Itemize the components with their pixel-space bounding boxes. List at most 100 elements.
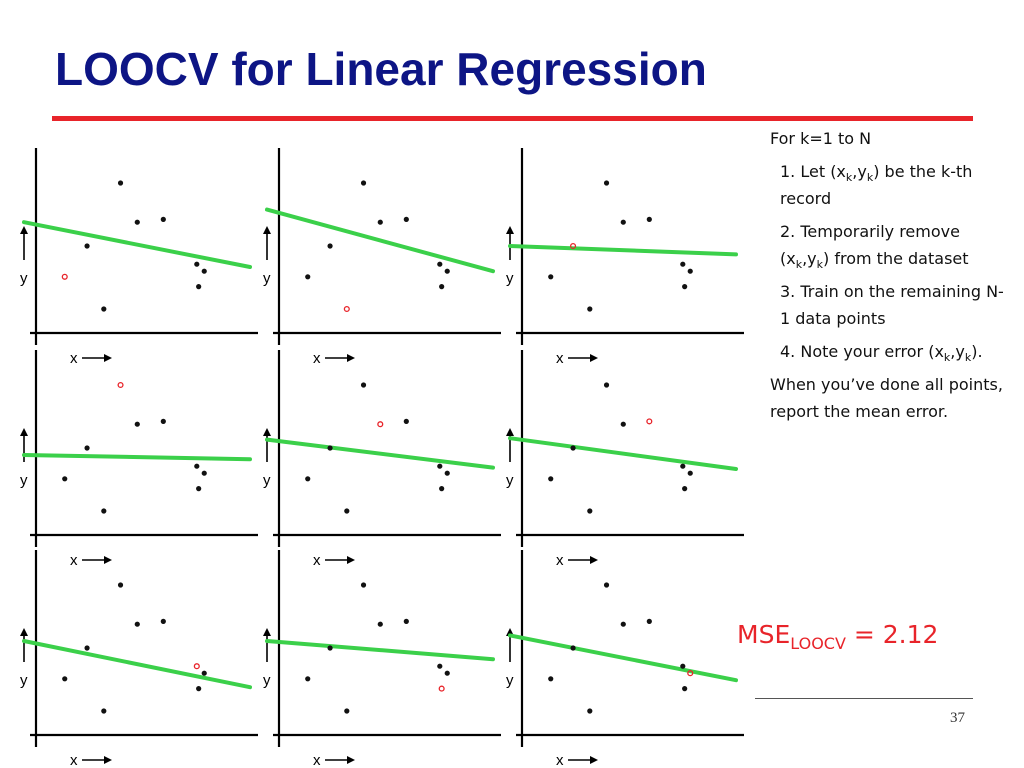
data-point [344, 708, 350, 714]
data-point [403, 618, 409, 625]
y-axis-label: y [20, 472, 28, 489]
held-out-point [687, 670, 694, 677]
data-point [160, 216, 166, 222]
step-4-mid: ,y [950, 342, 965, 361]
regression-line [265, 207, 495, 274]
data-point [305, 476, 311, 482]
loocv-panel-7: yx [20, 550, 258, 768]
mse-label: MSE [737, 620, 791, 649]
regression-line [508, 244, 738, 257]
x-axis-label: x [70, 752, 78, 768]
steps-outro: When you’ve done all points, report the … [770, 375, 1003, 421]
step-1-sub-2: k [866, 171, 874, 184]
data-point [687, 268, 693, 274]
step-2-sub-2: k [816, 258, 824, 271]
data-point [327, 445, 333, 451]
y-axis-label: y [506, 672, 514, 689]
data-point [570, 645, 576, 651]
loocv-panel-6: yx [506, 350, 744, 569]
data-point [437, 261, 443, 267]
data-point [437, 663, 443, 669]
x-arrow-head [347, 354, 355, 362]
mse-subscript: LOOCV [790, 634, 846, 653]
data-point [327, 243, 333, 249]
data-point [587, 306, 593, 312]
y-axis-label: y [263, 270, 271, 287]
held-out-point [570, 242, 577, 250]
data-point [444, 470, 450, 476]
data-point [437, 463, 443, 469]
data-point [377, 621, 383, 627]
data-point [680, 663, 686, 669]
y-axis-label: y [263, 672, 271, 689]
data-point [196, 486, 202, 492]
data-point [196, 686, 202, 692]
regression-line [265, 437, 495, 470]
data-point [603, 582, 610, 588]
held-out-point [646, 418, 653, 425]
data-point [680, 463, 686, 469]
data-point [84, 645, 90, 651]
data-point [603, 382, 610, 388]
step-4: 4. Note your error (xk,yk). [770, 338, 1010, 365]
x-axis-label: x [556, 752, 564, 768]
y-arrow-head [506, 428, 514, 436]
data-point [620, 421, 626, 427]
data-point [587, 508, 593, 514]
x-axis-label: x [556, 350, 564, 367]
data-point [439, 284, 445, 290]
data-point [360, 382, 367, 388]
step-2: 2. Temporarily remove (xk,yk) from the d… [770, 218, 1010, 272]
step-4-sub-2: k [964, 351, 972, 364]
loocv-panel-5: yx [263, 350, 501, 569]
x-arrow-head [104, 756, 112, 764]
data-point [587, 708, 593, 714]
held-out-point [377, 421, 384, 428]
x-arrow-head [590, 756, 598, 764]
data-point [439, 486, 445, 492]
data-point [548, 476, 554, 482]
data-point [196, 284, 202, 290]
x-axis-label: x [313, 552, 321, 569]
data-point [84, 445, 90, 451]
x-arrow-head [347, 756, 355, 764]
data-point [194, 463, 200, 469]
data-point [305, 274, 311, 280]
step-1-sub-1: k [845, 171, 853, 184]
step-1: 1. Let (xk,yk) be the k-th record [770, 158, 1010, 212]
data-point [194, 261, 200, 267]
data-point [680, 261, 686, 267]
held-out-point [61, 273, 68, 280]
step-1-post: ) be the k-th record [780, 162, 973, 208]
regression-line [22, 220, 252, 269]
y-arrow-head [20, 428, 28, 436]
step-1-pre: 1. Let (x [780, 162, 846, 181]
data-point [603, 180, 610, 186]
mse-value: = 2.12 [853, 620, 939, 649]
data-point [682, 686, 688, 692]
regression-line [508, 633, 738, 683]
y-arrow-head [20, 628, 28, 636]
data-point [620, 621, 626, 627]
step-3: 3. Train on the remaining N-1 data point… [780, 282, 1004, 328]
data-point [687, 470, 693, 476]
data-point [134, 219, 140, 225]
x-arrow-head [590, 556, 598, 564]
data-point [160, 418, 166, 424]
data-point [134, 621, 140, 627]
data-point [117, 180, 124, 186]
y-axis-label: y [20, 270, 28, 287]
data-point [101, 306, 107, 312]
data-point [305, 676, 311, 682]
x-arrow-head [104, 354, 112, 362]
x-axis-label: x [70, 350, 78, 367]
mse-result: MSELOOCV = 2.12 [737, 620, 939, 652]
step-4-sub-1: k [943, 351, 951, 364]
data-point [327, 645, 333, 651]
regression-line [22, 639, 252, 690]
step-2-pre: 2. Temporarily remove (x [780, 222, 960, 268]
y-arrow-head [263, 628, 271, 636]
data-point [117, 582, 124, 588]
y-arrow-head [506, 226, 514, 234]
